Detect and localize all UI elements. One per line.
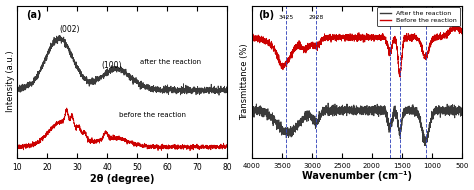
Text: 1104: 1104 <box>418 15 433 20</box>
Text: 3425: 3425 <box>279 15 294 20</box>
Legend: After the reaction, Before the reaction: After the reaction, Before the reaction <box>377 7 460 26</box>
X-axis label: 2θ (degree): 2θ (degree) <box>90 174 155 184</box>
Y-axis label: Intensity (a.u.): Intensity (a.u.) <box>6 51 15 112</box>
Text: 1533: 1533 <box>392 15 408 20</box>
X-axis label: Wavenumber (cm⁻¹): Wavenumber (cm⁻¹) <box>302 171 412 181</box>
Text: after the reaction: after the reaction <box>140 59 201 65</box>
Text: (b): (b) <box>258 10 274 20</box>
Y-axis label: Transmittance (%): Transmittance (%) <box>240 43 249 120</box>
Text: 2928: 2928 <box>309 15 324 20</box>
Text: before the reaction: before the reaction <box>119 112 186 118</box>
Text: (002): (002) <box>59 25 80 34</box>
Text: (100): (100) <box>101 61 122 70</box>
Text: 1700: 1700 <box>382 15 398 20</box>
Text: (a): (a) <box>26 10 41 20</box>
